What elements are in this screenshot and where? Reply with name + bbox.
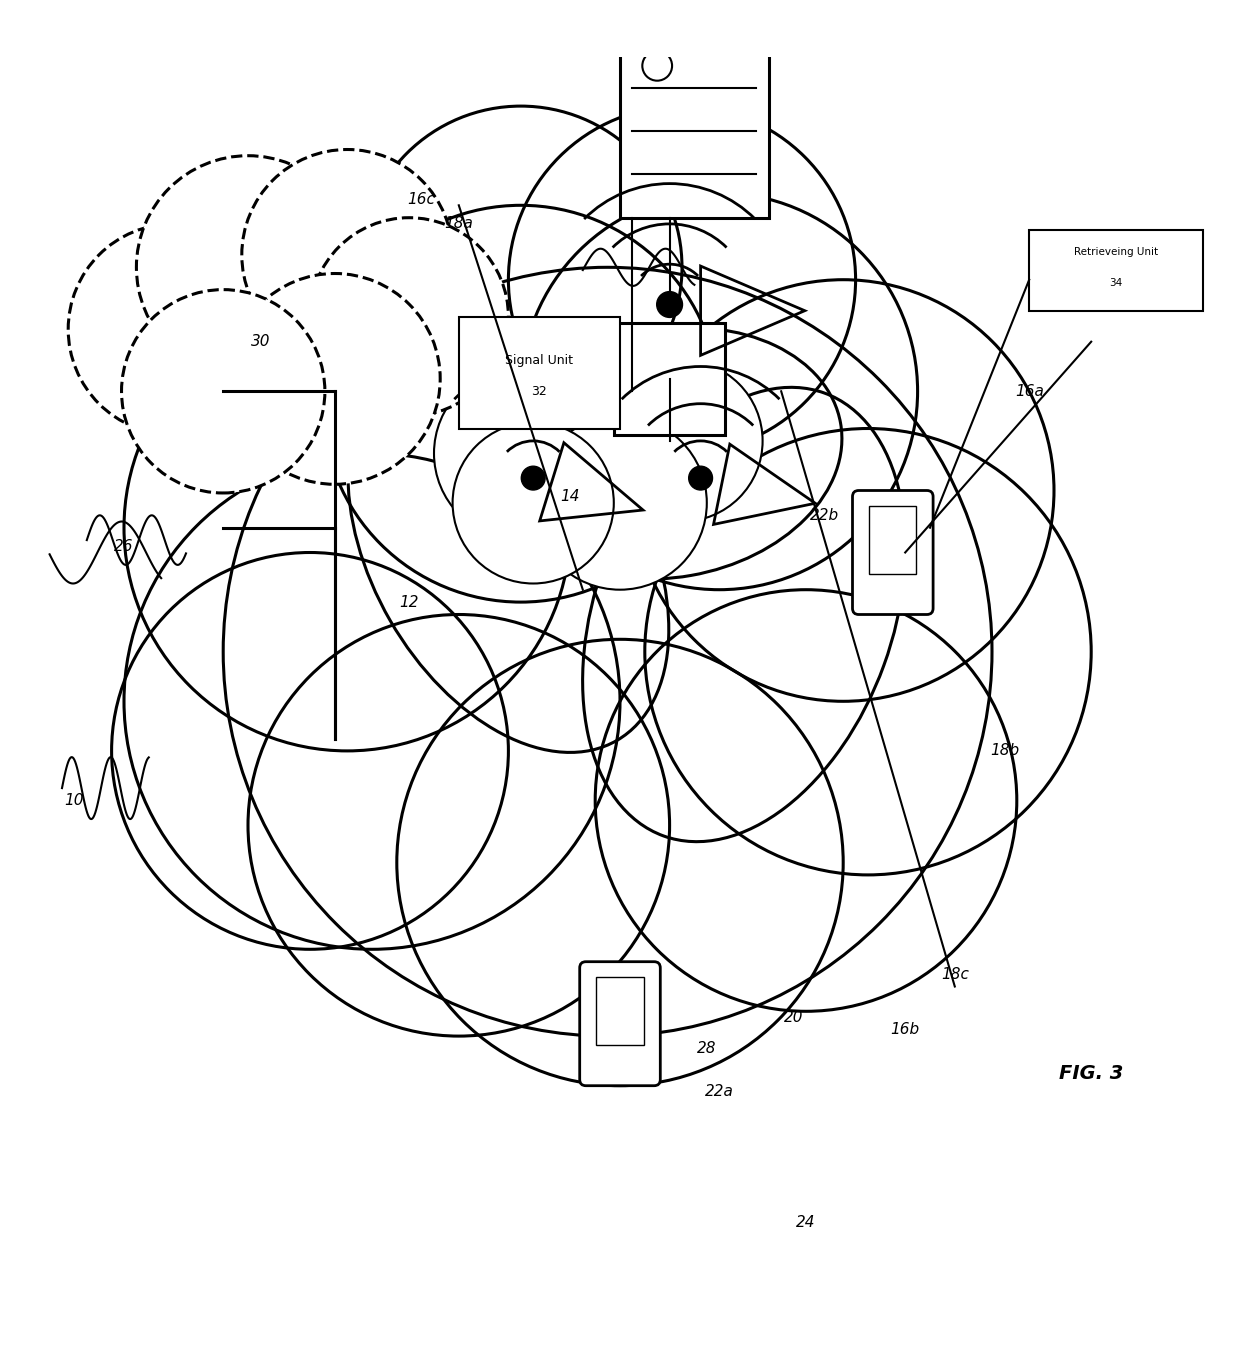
Circle shape — [688, 467, 713, 490]
Circle shape — [122, 290, 325, 492]
Text: Signal Unit: Signal Unit — [506, 353, 573, 367]
Bar — [614, 323, 725, 434]
Bar — [596, 977, 644, 1046]
Text: 22a: 22a — [704, 1084, 734, 1100]
Text: 14: 14 — [560, 490, 580, 505]
Text: 12: 12 — [399, 594, 419, 610]
Text: 16b: 16b — [890, 1023, 920, 1038]
Circle shape — [242, 149, 453, 360]
Text: 24: 24 — [796, 1215, 816, 1230]
Text: 16a: 16a — [1014, 384, 1044, 399]
Text: 22b: 22b — [810, 507, 839, 522]
Circle shape — [434, 367, 608, 540]
Text: 28: 28 — [697, 1040, 717, 1055]
Circle shape — [68, 223, 279, 434]
Text: FIG. 3: FIG. 3 — [1059, 1063, 1123, 1082]
Circle shape — [601, 360, 763, 521]
FancyBboxPatch shape — [853, 491, 932, 614]
Circle shape — [657, 292, 682, 318]
Text: 18a: 18a — [444, 216, 474, 231]
Text: 32: 32 — [532, 384, 547, 398]
Circle shape — [229, 273, 440, 484]
FancyBboxPatch shape — [459, 317, 620, 429]
FancyBboxPatch shape — [1029, 230, 1203, 311]
Circle shape — [521, 329, 694, 503]
Circle shape — [533, 417, 707, 590]
Circle shape — [521, 467, 546, 490]
Circle shape — [453, 422, 614, 583]
Circle shape — [136, 156, 360, 379]
Bar — [869, 506, 916, 574]
Text: 18b: 18b — [990, 743, 1019, 759]
Text: 16c: 16c — [408, 192, 435, 207]
Text: 10: 10 — [64, 793, 84, 808]
Circle shape — [310, 218, 508, 417]
Text: Retrieveing Unit: Retrieveing Unit — [1074, 248, 1158, 257]
Bar — [620, 45, 769, 218]
Text: 20: 20 — [784, 1009, 804, 1026]
Text: 30: 30 — [250, 334, 270, 349]
Text: 26: 26 — [114, 538, 134, 553]
Text: 34: 34 — [1110, 279, 1122, 288]
FancyBboxPatch shape — [579, 962, 660, 1085]
Text: 18c: 18c — [941, 966, 968, 981]
